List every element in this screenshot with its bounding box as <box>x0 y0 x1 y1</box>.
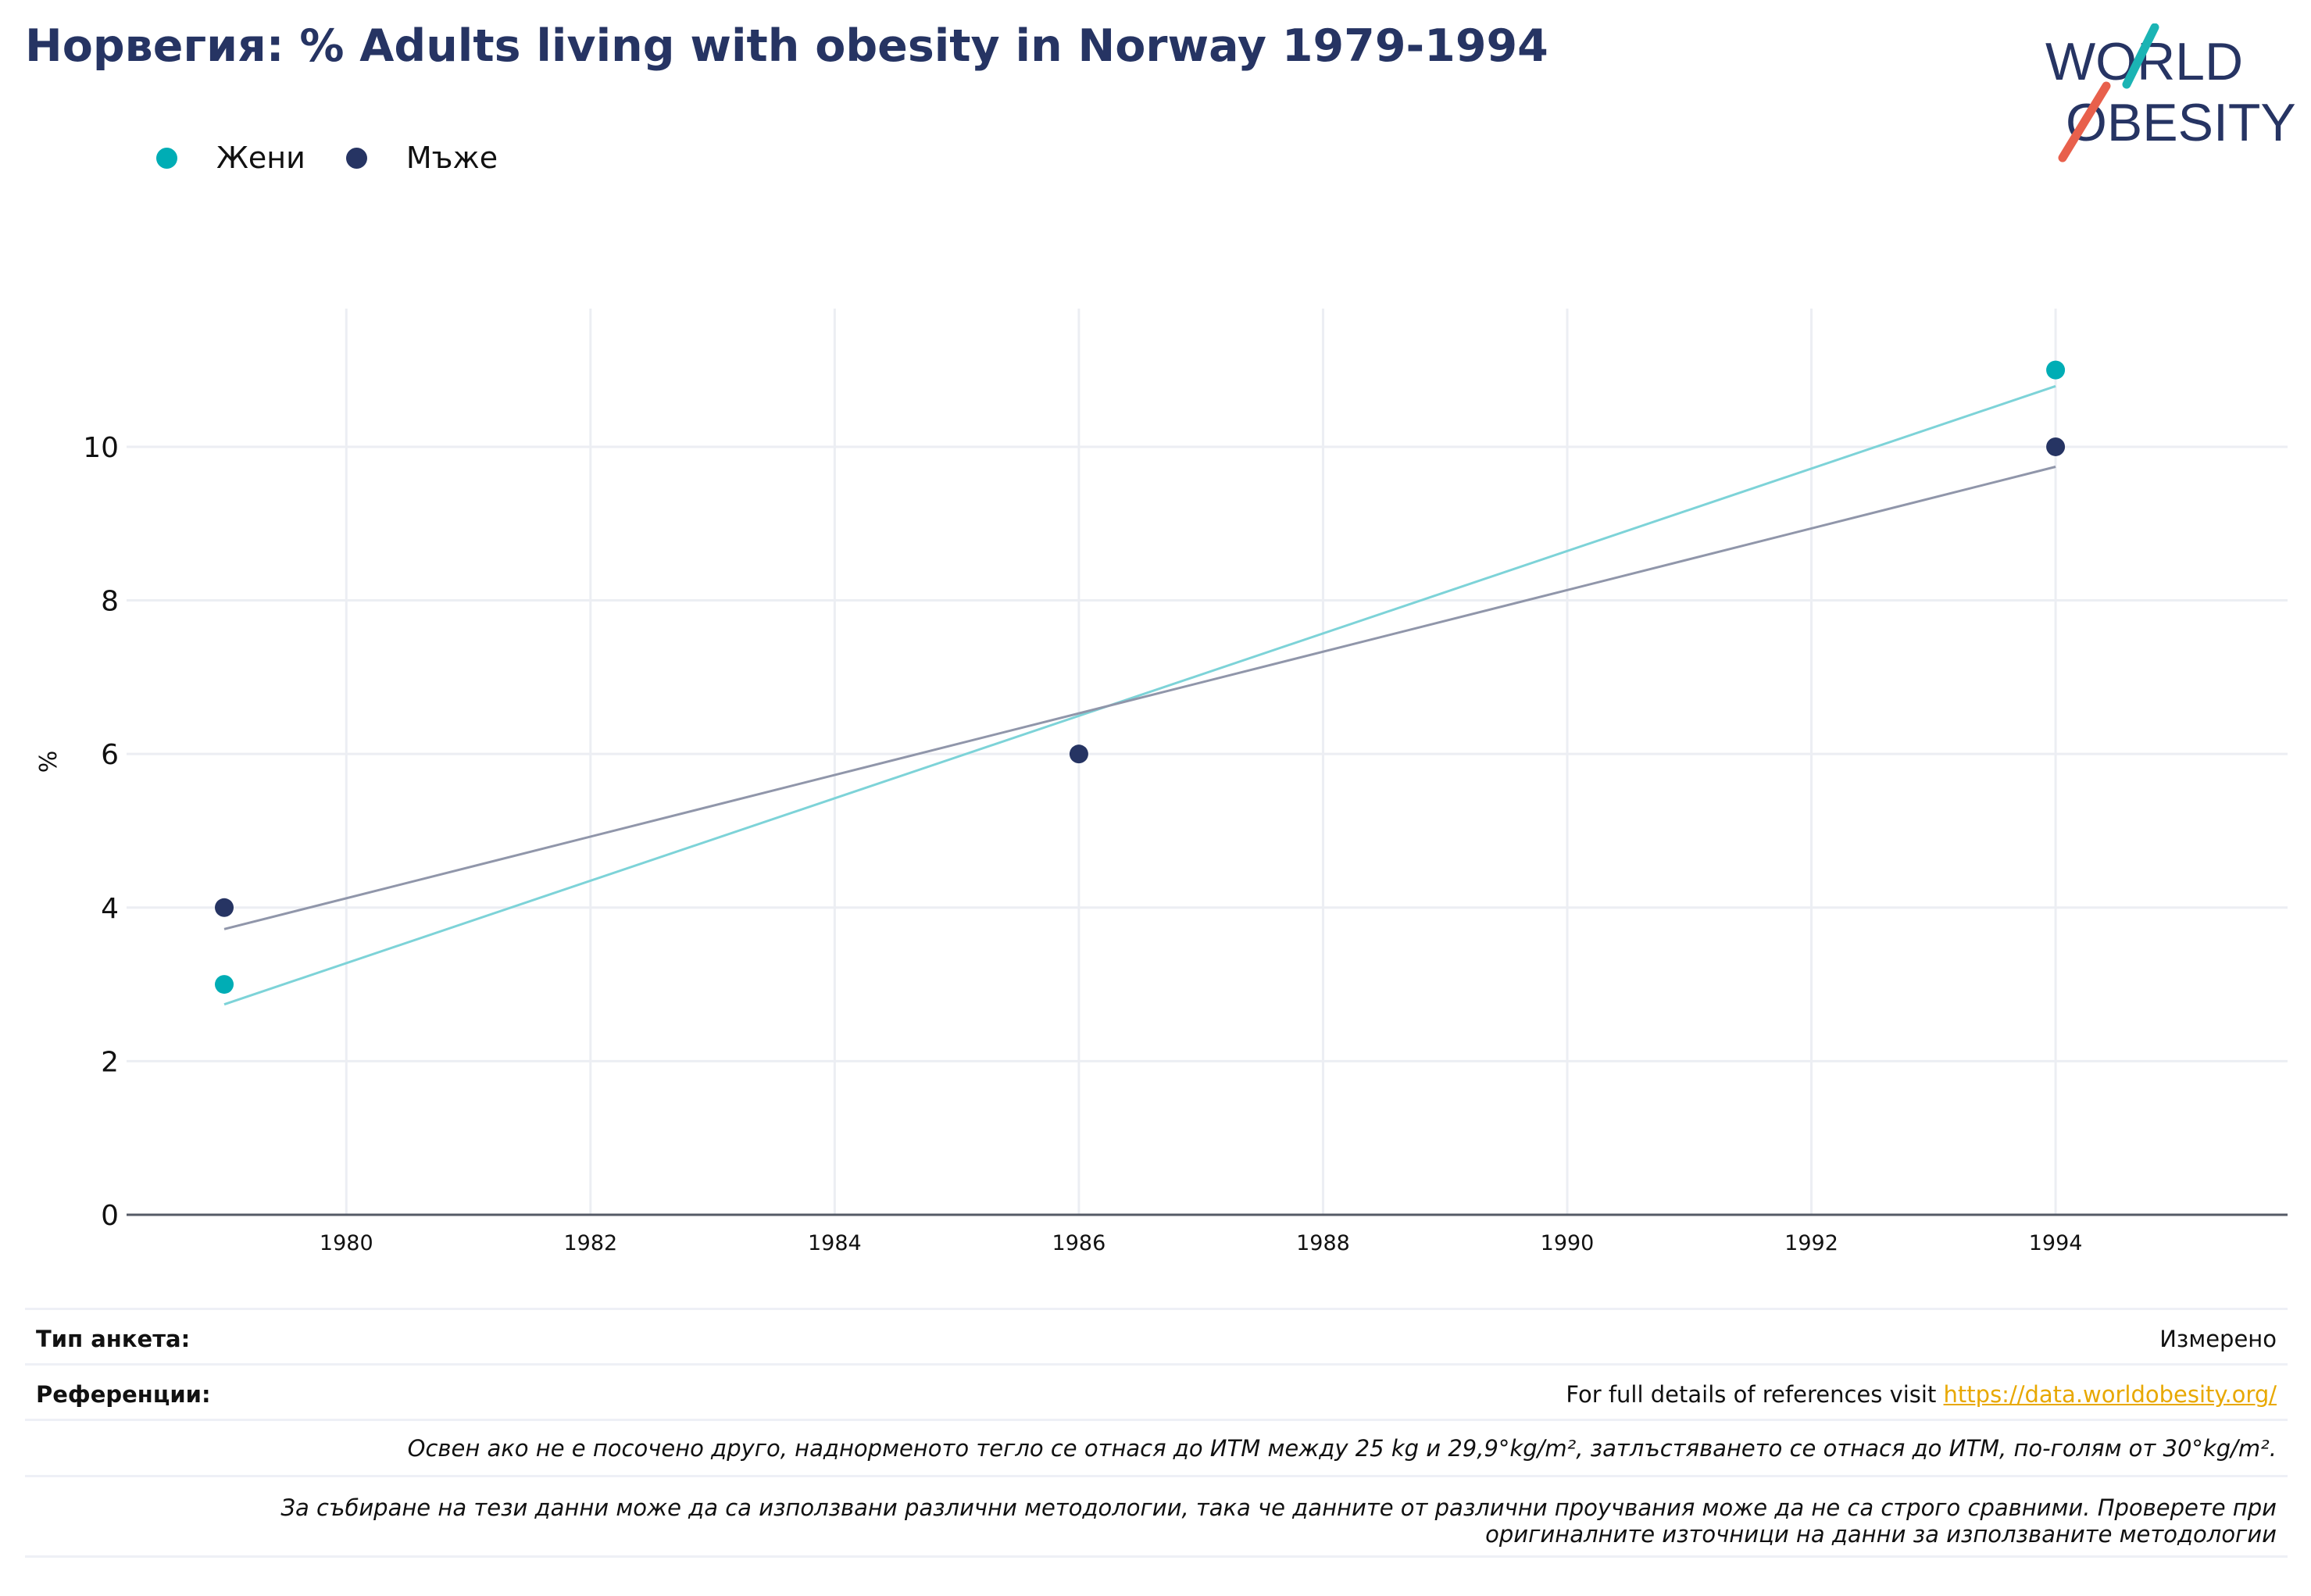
x-tick-label: 1984 <box>808 1231 862 1255</box>
x-tick-label: 1988 <box>1296 1231 1350 1255</box>
x-tick-label: 1990 <box>1541 1231 1595 1255</box>
legend-label-women: Жени <box>216 141 305 175</box>
trend-line <box>223 466 2056 930</box>
survey-type-value: Измерено <box>2159 1326 2277 1352</box>
y-tick-label: 2 <box>101 1046 119 1078</box>
references-link[interactable]: https://data.worldobesity.org/ <box>1943 1381 2277 1408</box>
trend-line <box>223 384 2056 1006</box>
y-tick-label: 8 <box>101 586 119 618</box>
chart-title: Норвегия: % Adults living with obesity i… <box>25 20 1548 72</box>
legend-label-men: Мъже <box>405 141 498 175</box>
methodology-note-line2: оригиналните източници на данни за изпол… <box>1485 1521 2277 1548</box>
x-tick-label: 1980 <box>320 1231 373 1255</box>
y-tick-label: 10 <box>83 432 119 464</box>
legend-marker-men <box>345 147 367 169</box>
logo-slash-red <box>2058 81 2111 162</box>
methodology-note: За събиране на тези данни може да са изп… <box>280 1494 2277 1548</box>
footer-note-methodology: За събиране на тези данни може да са изп… <box>25 1475 2288 1558</box>
references-value: For full details of references visit htt… <box>1566 1381 2277 1408</box>
y-tick-label: 0 <box>101 1200 119 1232</box>
x-tick-label: 1982 <box>563 1231 617 1255</box>
y-tick-label: 4 <box>101 893 119 925</box>
definitions-note: Освен ако не е посочено друго, наднормен… <box>407 1435 2277 1462</box>
x-tick-label: 1994 <box>2029 1231 2083 1255</box>
data-point <box>1069 744 1088 764</box>
legend-item-men[interactable]: Мъже <box>345 141 498 175</box>
x-tick-label: 1986 <box>1052 1231 1106 1255</box>
gridlines <box>127 309 2288 1215</box>
footer-references-row: Референции: For full details of referenc… <box>25 1363 2288 1420</box>
references-text: For full details of references visit <box>1566 1381 1944 1408</box>
methodology-note-line1: За събиране на тези данни може да са изп… <box>280 1494 2277 1521</box>
logo-slash-teal <box>2122 23 2159 89</box>
x-tick-label: 1992 <box>1784 1231 1838 1255</box>
footer-survey-row: Тип анкета: Измерено <box>25 1308 2288 1365</box>
axes: 0 2 4 6 8 10 1980 1982 1984 1986 1988 1990 1992 1994% <box>35 432 2288 1255</box>
y-axis-label: % <box>35 751 63 773</box>
references-label: Референции: <box>36 1381 211 1408</box>
world-obesity-logo: WORLD OBESITY <box>2045 23 2296 162</box>
legend: Жени Мъже <box>156 141 538 175</box>
footer-note-definitions: Освен ако не е посочено друго, наднормен… <box>25 1419 2288 1476</box>
logo-line-obesity: OBESITY <box>2066 93 2296 152</box>
survey-type-label: Тип анкета: <box>36 1326 191 1352</box>
legend-item-women[interactable]: Жени <box>156 141 305 175</box>
data-point <box>2046 437 2066 456</box>
legend-marker-women <box>156 147 177 169</box>
trend-lines <box>223 384 2056 1006</box>
data-point <box>215 975 234 994</box>
data-points <box>215 360 2066 994</box>
scatter-chart: 0 2 4 6 8 10 1980 1982 1984 1986 1988 1990 1992 1994% <box>35 309 2288 1255</box>
y-tick-label: 6 <box>101 739 119 771</box>
data-point <box>2046 360 2066 380</box>
data-point <box>215 898 234 917</box>
